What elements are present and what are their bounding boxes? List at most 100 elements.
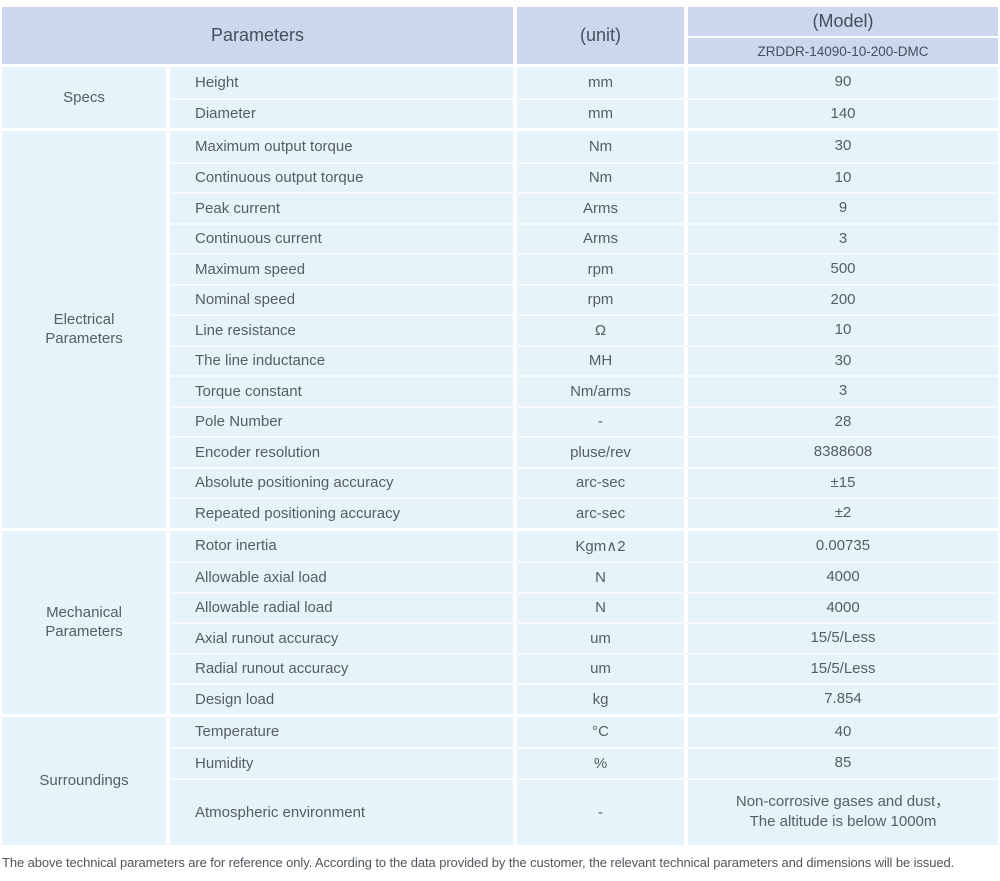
table-row: Axial runout accuracy um 15/5/Less (170, 622, 998, 653)
unit-cell: MH (517, 346, 684, 375)
unit-cell: pluse/rev (517, 438, 684, 467)
value-cell: 9 (688, 194, 998, 223)
param-cell: Allowable radial load (170, 593, 513, 622)
unit-cell: Ω (517, 316, 684, 345)
unit-cell: °C (517, 716, 684, 747)
value-cell: ±2 (688, 499, 998, 528)
header-unit: (unit) (517, 7, 684, 64)
section-electrical: Electrical Parameters Maximum output tor… (2, 131, 998, 528)
unit-cell: arc-sec (517, 499, 684, 528)
table-row: Diameter mm 140 (170, 97, 998, 128)
value-cell: 4000 (688, 563, 998, 592)
category-cell: Surroundings (2, 716, 166, 845)
param-cell: Maximum output torque (170, 131, 513, 162)
section-rows: Rotor inertia Kgm∧2 0.00735 Allowable ax… (170, 530, 998, 714)
param-cell: Absolute positioning accuracy (170, 468, 513, 497)
unit-cell: Nm (517, 163, 684, 192)
value-cell: 200 (688, 285, 998, 314)
value-cell: 4000 (688, 593, 998, 622)
unit-cell: um (517, 624, 684, 653)
table-row: Temperature °C 40 (170, 716, 998, 747)
value-cell: 30 (688, 346, 998, 375)
table-row: Pole Number - 28 (170, 405, 998, 436)
table-row: Line resistance Ω 10 (170, 314, 998, 345)
param-cell: Height (170, 67, 513, 98)
param-cell: The line inductance (170, 346, 513, 375)
param-cell: Humidity (170, 749, 513, 778)
param-cell: Design load (170, 685, 513, 714)
unit-cell: % (517, 749, 684, 778)
category-cell: Mechanical Parameters (2, 530, 166, 714)
section-rows: Temperature °C 40 Humidity % 85 Atmosphe… (170, 716, 998, 845)
table-row: Encoder resolution pluse/rev 8388608 (170, 436, 998, 467)
footer-note: The above technical parameters are for r… (2, 855, 955, 870)
table-row: Nominal speed rpm 200 (170, 283, 998, 314)
table-row: Continuous current Arms 3 (170, 222, 998, 253)
header-parameters: Parameters (2, 7, 513, 64)
table-row: Allowable axial load N 4000 (170, 561, 998, 592)
param-cell: Allowable axial load (170, 563, 513, 592)
param-cell: Radial runout accuracy (170, 654, 513, 683)
unit-cell: N (517, 593, 684, 622)
header-model-number: ZRDDR-14090-10-200-DMC (688, 38, 998, 64)
param-cell: Line resistance (170, 316, 513, 345)
param-cell: Axial runout accuracy (170, 624, 513, 653)
unit-cell: Kgm∧2 (517, 530, 684, 561)
table-row: Peak current Arms 9 (170, 192, 998, 223)
param-cell: Nominal speed (170, 285, 513, 314)
unit-cell: rpm (517, 285, 684, 314)
table-row: Maximum output torque Nm 30 (170, 131, 998, 162)
param-cell: Continuous output torque (170, 163, 513, 192)
value-cell: 40 (688, 716, 998, 747)
table-row: Repeated positioning accuracy arc-sec ±2 (170, 497, 998, 528)
table-row: Torque constant Nm/arms 3 (170, 375, 998, 406)
value-cell: ±15 (688, 468, 998, 497)
value-cell: 85 (688, 749, 998, 778)
table-row: Radial runout accuracy um 15/5/Less (170, 652, 998, 683)
param-cell: Continuous current (170, 224, 513, 253)
table-row: Humidity % 85 (170, 747, 998, 778)
unit-cell: arc-sec (517, 468, 684, 497)
header-model: (Model) (688, 7, 998, 36)
unit-cell: Arms (517, 194, 684, 223)
unit-cell: - (517, 407, 684, 436)
unit-cell: - (517, 779, 684, 845)
table-row: Absolute positioning accuracy arc-sec ±1… (170, 466, 998, 497)
table-row: Allowable radial load N 4000 (170, 591, 998, 622)
value-cell: 90 (688, 67, 998, 98)
value-cell: 3 (688, 224, 998, 253)
unit-cell: mm (517, 67, 684, 98)
param-cell: Repeated positioning accuracy (170, 499, 513, 528)
param-cell: Pole Number (170, 407, 513, 436)
category-cell: Specs (2, 67, 166, 128)
section-specs: Specs Height mm 90 Diameter mm 140 (2, 67, 998, 128)
param-cell: Maximum speed (170, 255, 513, 284)
value-cell: 8388608 (688, 438, 998, 467)
param-cell: Temperature (170, 716, 513, 747)
value-cell: 15/5/Less (688, 654, 998, 683)
table-row: Continuous output torque Nm 10 (170, 161, 998, 192)
section-surroundings: Surroundings Temperature °C 40 Humidity … (2, 716, 998, 845)
category-cell: Electrical Parameters (2, 131, 166, 528)
section-rows: Height mm 90 Diameter mm 140 (170, 67, 998, 128)
param-cell: Torque constant (170, 377, 513, 406)
table-row: Atmospheric environment - Non-corrosive … (170, 777, 998, 845)
value-cell: 140 (688, 99, 998, 128)
param-cell: Diameter (170, 99, 513, 128)
spec-table: Parameters (unit) (Model) ZRDDR-14090-10… (2, 7, 998, 845)
unit-cell: um (517, 654, 684, 683)
unit-cell: Arms (517, 224, 684, 253)
param-cell: Encoder resolution (170, 438, 513, 467)
table-header: Parameters (unit) (Model) ZRDDR-14090-10… (2, 7, 998, 64)
value-cell: 28 (688, 407, 998, 436)
section-mechanical: Mechanical Parameters Rotor inertia Kgm∧… (2, 530, 998, 714)
value-cell: 30 (688, 131, 998, 162)
section-rows: Maximum output torque Nm 30 Continuous o… (170, 131, 998, 528)
value-cell: 15/5/Less (688, 624, 998, 653)
value-cell: 3 (688, 377, 998, 406)
param-cell: Peak current (170, 194, 513, 223)
value-cell: 10 (688, 316, 998, 345)
value-cell: 0.00735 (688, 530, 998, 561)
unit-cell: mm (517, 99, 684, 128)
param-cell: Atmospheric environment (170, 779, 513, 845)
